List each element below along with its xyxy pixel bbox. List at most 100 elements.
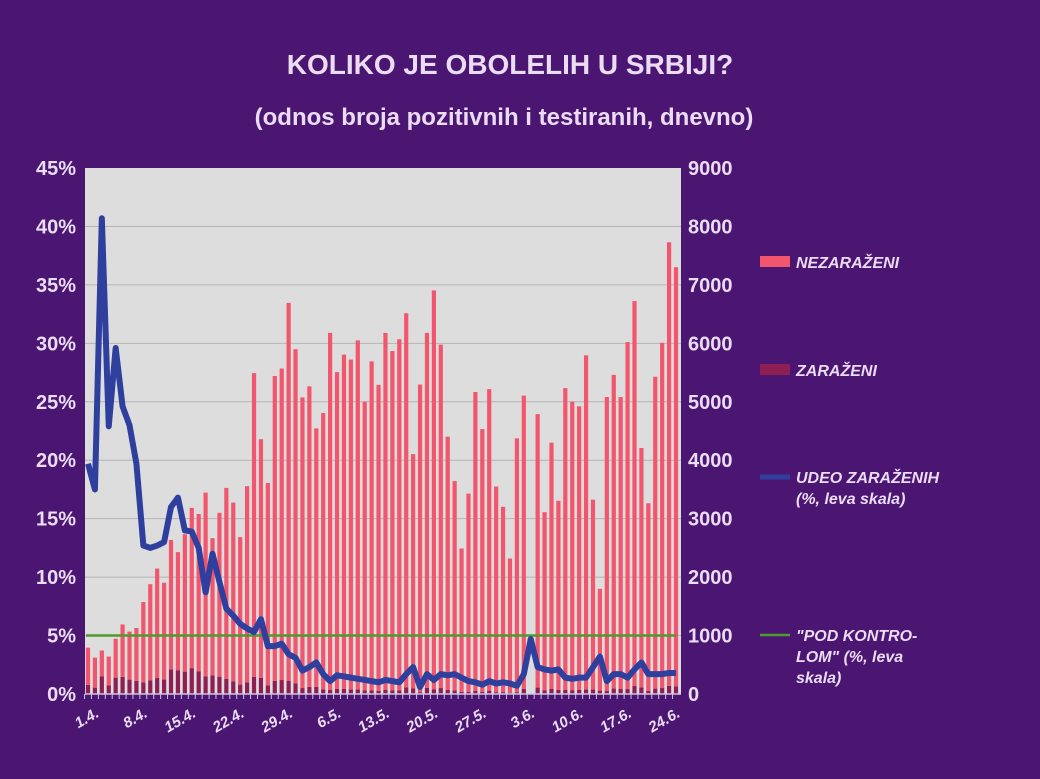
bar-nezarazeni (279, 368, 284, 681)
y-right-tick-label: 6000 (688, 333, 733, 355)
bar-zarazeni (411, 688, 416, 694)
bar-nezarazeni (542, 512, 547, 691)
bar-zarazeni (542, 690, 547, 694)
bar-nezarazeni (438, 344, 443, 689)
bar-nezarazeni (611, 374, 616, 689)
bar-zarazeni (660, 688, 665, 694)
bar-nezarazeni (210, 538, 215, 676)
bar-nezarazeni (141, 602, 146, 683)
bar-nezarazeni (424, 332, 430, 688)
bar-nezarazeni (417, 384, 423, 693)
bar-nezarazeni (632, 301, 637, 686)
bar-zarazeni (293, 683, 298, 694)
bar-nezarazeni (286, 302, 291, 681)
legend-label: skala) (796, 670, 841, 687)
bar-nezarazeni (120, 624, 125, 677)
bar-zarazeni (182, 671, 187, 694)
bar-zarazeni (570, 690, 575, 694)
bar-nezarazeni (563, 388, 568, 690)
bar-nezarazeni (300, 397, 305, 689)
bar-zarazeni (500, 692, 506, 694)
bar-zarazeni (251, 676, 257, 694)
bar-zarazeni (127, 679, 132, 694)
bar-nezarazeni (161, 582, 167, 680)
bar-zarazeni (632, 685, 637, 694)
legend-label: UDEO ZARAŽENIH (796, 468, 940, 487)
bar-zarazeni (85, 684, 91, 694)
bar-nezarazeni (653, 376, 658, 689)
bar-zarazeni (424, 687, 430, 694)
bar-zarazeni (307, 686, 312, 694)
bar-nezarazeni (175, 552, 181, 671)
bar-nezarazeni (314, 428, 319, 687)
bar-nezarazeni (251, 373, 257, 677)
bar-zarazeni (431, 689, 436, 694)
bar-zarazeni (376, 690, 381, 694)
bar-zarazeni (334, 688, 340, 694)
bar-nezarazeni (182, 534, 187, 672)
bar-zarazeni (563, 689, 568, 694)
bar-nezarazeni (134, 627, 139, 681)
y-left-tick-label: 15% (36, 509, 76, 531)
legend-label: "POD KONTRO- (796, 628, 917, 645)
bar-nezarazeni (106, 656, 111, 686)
bar-nezarazeni (99, 650, 104, 677)
bar-zarazeni (134, 680, 139, 694)
y-left-tick-label: 10% (36, 567, 76, 589)
bar-nezarazeni (445, 436, 450, 690)
bar-zarazeni (625, 689, 630, 694)
bar-zarazeni (189, 668, 194, 694)
bar-nezarazeni (148, 584, 153, 681)
bar-nezarazeni (265, 482, 270, 686)
legend-label: NEZARAŽENI (796, 253, 900, 272)
y-right-tick-label: 5000 (688, 392, 733, 414)
bar-zarazeni (217, 676, 222, 694)
bar-zarazeni (473, 690, 478, 694)
bar-zarazeni (459, 691, 464, 694)
bar-nezarazeni (404, 313, 409, 688)
bar-zarazeni (321, 689, 326, 694)
bar-zarazeni (556, 689, 561, 694)
bar-nezarazeni (673, 267, 679, 687)
legend-label: ZARAŽENI (795, 361, 877, 380)
bar-nezarazeni (258, 439, 264, 678)
bar-nezarazeni (646, 503, 651, 691)
bar-zarazeni (673, 686, 679, 694)
bar-zarazeni (348, 689, 353, 694)
y-right-tick-label: 2000 (688, 567, 733, 589)
bar-nezarazeni (155, 568, 160, 679)
bar-zarazeni (597, 690, 603, 694)
bar-nezarazeni (224, 487, 229, 679)
bar-zarazeni (452, 690, 457, 694)
bar-zarazeni (618, 688, 623, 694)
bar-zarazeni (535, 687, 540, 694)
bar-zarazeni (549, 688, 554, 694)
bar-zarazeni (168, 669, 174, 694)
bar-zarazeni (224, 678, 229, 694)
bar-zarazeni (362, 690, 367, 694)
bar-zarazeni (238, 684, 243, 694)
bar-zarazeni (314, 686, 319, 694)
bar-nezarazeni (666, 242, 672, 686)
bar-nezarazeni (639, 448, 644, 688)
y-right-tick-label: 7000 (688, 275, 733, 297)
bar-nezarazeni (625, 342, 630, 690)
udeo-zarazenih-line (85, 215, 676, 690)
bar-zarazeni (590, 689, 596, 694)
y-left-tick-label: 0% (47, 684, 76, 706)
bar-nezarazeni (535, 414, 540, 688)
bar-nezarazeni (196, 513, 201, 672)
bar-zarazeni (148, 680, 153, 694)
bar-zarazeni (404, 687, 409, 694)
bar-zarazeni (417, 692, 423, 694)
bar-nezarazeni (390, 351, 395, 691)
bar-zarazeni (245, 682, 250, 694)
y-right-tick-label: 3000 (688, 509, 733, 531)
bar-zarazeni (258, 677, 264, 694)
bar-zarazeni (279, 680, 284, 694)
bar-zarazeni (355, 689, 360, 694)
bar-nezarazeni (383, 332, 388, 690)
bar-zarazeni (155, 678, 160, 694)
bar-nezarazeni (411, 454, 416, 689)
bar-zarazeni (494, 692, 499, 694)
